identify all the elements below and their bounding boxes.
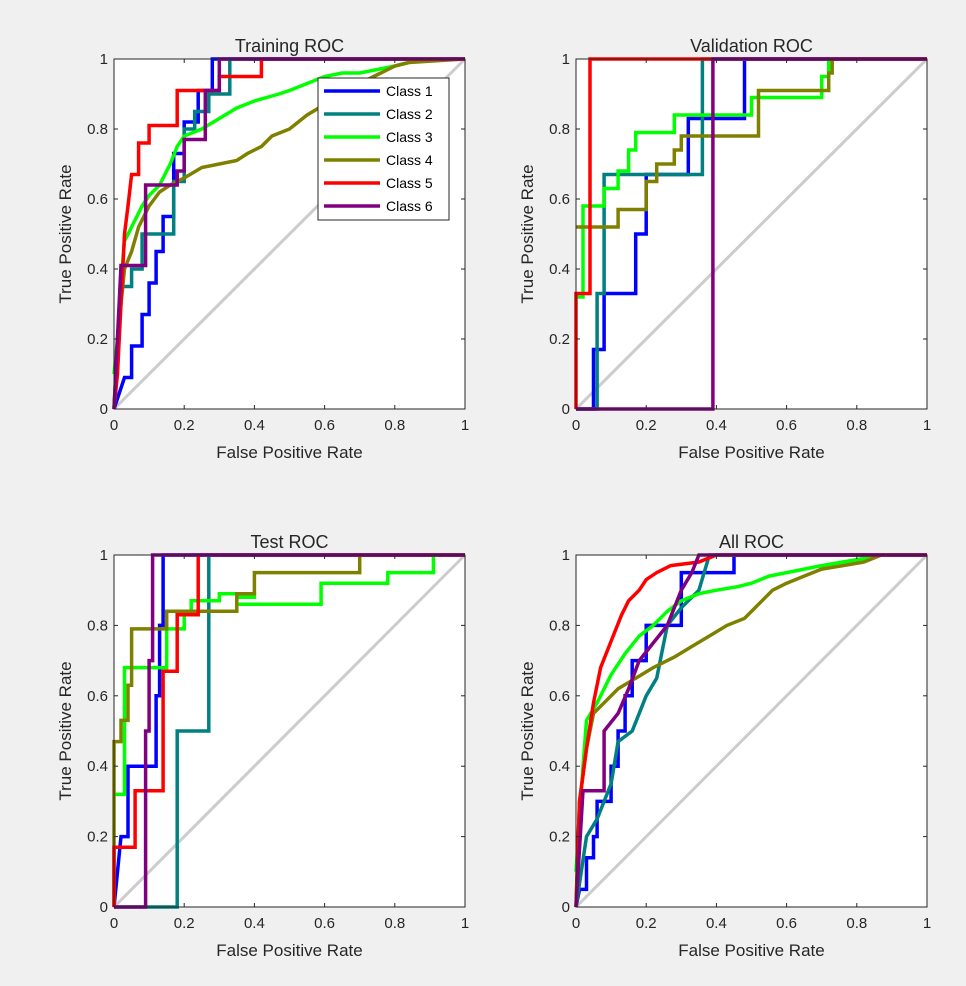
- y-tick-label: 1: [562, 547, 570, 564]
- x-axis-label: False Positive Rate: [216, 443, 362, 462]
- x-tick-label: 0.2: [174, 417, 195, 434]
- y-tick-label: 0: [562, 401, 570, 418]
- y-tick-label: 0.6: [87, 688, 108, 705]
- y-tick-label: 0: [562, 899, 570, 916]
- y-tick-label: 1: [100, 547, 108, 564]
- y-tick-label: 1: [100, 51, 108, 68]
- legend-label: Class 5: [386, 175, 433, 191]
- roc-line-class-5: [112, 57, 465, 410]
- x-tick-label: 0.2: [636, 915, 657, 932]
- x-tick-label: 0.6: [314, 915, 335, 932]
- x-tick-label: 0.6: [776, 417, 797, 434]
- roc-line-class-1: [576, 57, 927, 411]
- y-tick-label: 0.2: [87, 331, 108, 348]
- y-tick-label: 0.8: [87, 617, 108, 634]
- y-tick-label: 0.4: [87, 261, 108, 278]
- roc-line-class-4: [112, 553, 465, 907]
- x-axis-label: False Positive Rate: [216, 941, 362, 960]
- x-tick-label: 1: [923, 915, 931, 932]
- chart-title: Training ROC: [235, 36, 344, 56]
- x-tick-label: 1: [461, 915, 469, 932]
- x-tick-label: 0: [110, 417, 118, 434]
- legend: Class 1 Class 2 Class 3 Class 4 Class 5 Class…: [317, 77, 450, 221]
- y-axis-label: True Positive Rate: [518, 164, 537, 303]
- x-tick-label: 0.2: [174, 915, 195, 932]
- x-tick-label: 0.8: [384, 417, 405, 434]
- chart-title: Test ROC: [250, 532, 328, 552]
- x-tick-label: 0.6: [314, 417, 335, 434]
- x-tick-label: 1: [923, 417, 931, 434]
- axes-box: [575, 58, 928, 410]
- roc-line-class-5: [574, 553, 927, 908]
- diagonal-reference-line: [112, 553, 467, 909]
- y-tick-label: 0.2: [87, 829, 108, 846]
- x-tick-label: 1: [461, 417, 469, 434]
- axes-box: [113, 58, 466, 410]
- roc-chart-1: 0 0.2 0.4 0.6 0.8 1 0 0.2 0.4 0.6 0.8 1 Validation R…: [518, 36, 931, 462]
- y-tick-label: 0.8: [87, 121, 108, 138]
- axes-box: [575, 554, 928, 908]
- legend-label: Class 3: [386, 129, 433, 145]
- roc-line-class-3: [112, 57, 465, 375]
- roc-line-class-5: [112, 553, 465, 907]
- diagonal-reference-line: [574, 57, 929, 411]
- y-tick-label: 1: [562, 51, 570, 68]
- y-axis-label: True Positive Rate: [518, 661, 537, 800]
- x-tick-label: 0.4: [244, 915, 265, 932]
- x-axis-label: False Positive Rate: [678, 941, 824, 960]
- legend-label: Class 6: [386, 198, 433, 214]
- y-axis-label: True Positive Rate: [56, 164, 75, 303]
- roc-chart-2: 0 0.2 0.4 0.6 0.8 1 0 0.2 0.4 0.6 0.8 1 Test ROC Fals…: [56, 532, 469, 960]
- x-tick-label: 0.8: [384, 915, 405, 932]
- roc-chart-0: 0 0.2 0.4 0.6 0.8 1 0 0.2 0.4 0.6 0.8 1 Training ROC…: [56, 36, 469, 462]
- x-tick-label: 0.2: [636, 417, 657, 434]
- legend-label: Class 1: [386, 83, 433, 99]
- chart-title: All ROC: [719, 532, 784, 552]
- roc-line-class-2: [576, 57, 927, 411]
- x-tick-label: 0.4: [244, 417, 265, 434]
- x-tick-label: 0.8: [846, 417, 867, 434]
- legend-label: Class 2: [386, 106, 433, 122]
- x-axis-label: False Positive Rate: [678, 443, 824, 462]
- y-tick-label: 0.4: [549, 261, 570, 278]
- legend-box: [317, 77, 450, 221]
- diagonal-reference-line: [574, 553, 929, 909]
- roc-line-class-6: [114, 553, 465, 909]
- x-tick-label: 0.4: [706, 915, 727, 932]
- y-axis-label: True Positive Rate: [56, 661, 75, 800]
- y-tick-label: 0: [100, 401, 108, 418]
- y-tick-label: 0: [100, 899, 108, 916]
- x-tick-label: 0: [572, 915, 580, 932]
- roc-line-class-3: [576, 57, 927, 299]
- x-tick-label: 0: [110, 915, 118, 932]
- y-tick-label: 0.2: [549, 331, 570, 348]
- y-tick-label: 0.6: [549, 688, 570, 705]
- y-tick-label: 0.4: [549, 758, 570, 775]
- y-tick-label: 0.8: [549, 121, 570, 138]
- y-tick-label: 0.6: [87, 191, 108, 208]
- roc-line-class-1: [112, 553, 465, 908]
- roc-line-class-6: [112, 57, 465, 410]
- roc-line-class-2: [574, 553, 927, 908]
- y-tick-label: 0.8: [549, 617, 570, 634]
- y-tick-label: 0.6: [549, 191, 570, 208]
- roc-line-class-1: [112, 57, 465, 410]
- roc-line-class-6: [574, 553, 927, 908]
- roc-line-class-4: [576, 57, 927, 229]
- axes-box: [113, 554, 466, 908]
- roc-line-class-4: [574, 553, 927, 908]
- x-tick-label: 0.4: [706, 417, 727, 434]
- x-tick-label: 0: [572, 417, 580, 434]
- y-tick-label: 0.2: [549, 829, 570, 846]
- y-tick-label: 0.4: [87, 758, 108, 775]
- legend-label: Class 4: [386, 152, 433, 168]
- roc-chart-3: 0 0.2 0.4 0.6 0.8 1 0 0.2 0.4 0.6 0.8 1 All ROC False…: [518, 532, 931, 960]
- chart-title: Validation ROC: [690, 36, 813, 56]
- x-tick-label: 0.6: [776, 915, 797, 932]
- x-tick-label: 0.8: [846, 915, 867, 932]
